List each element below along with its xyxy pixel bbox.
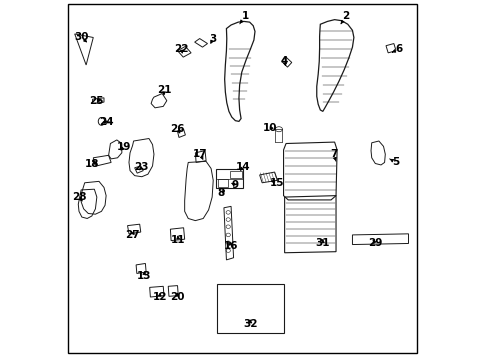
Text: 17: 17 <box>193 149 207 159</box>
Text: 9: 9 <box>230 180 238 190</box>
Text: 2: 2 <box>340 11 349 24</box>
Text: 11: 11 <box>171 235 185 245</box>
Text: 24: 24 <box>99 117 113 127</box>
Text: 19: 19 <box>117 142 131 152</box>
Text: 23: 23 <box>134 162 149 172</box>
Text: 20: 20 <box>170 292 184 302</box>
Text: 26: 26 <box>170 124 184 134</box>
Text: 6: 6 <box>392 44 402 54</box>
Text: 31: 31 <box>315 238 330 248</box>
Text: 16: 16 <box>223 241 238 251</box>
Text: 13: 13 <box>136 271 151 281</box>
Text: 22: 22 <box>174 44 189 54</box>
Text: 32: 32 <box>242 319 257 329</box>
Text: 5: 5 <box>389 157 399 167</box>
Text: 8: 8 <box>217 188 224 198</box>
Text: 21: 21 <box>156 85 171 95</box>
Text: 30: 30 <box>75 32 89 42</box>
Text: 29: 29 <box>367 238 382 248</box>
Text: 27: 27 <box>125 230 139 240</box>
Text: 14: 14 <box>235 162 250 172</box>
Text: 10: 10 <box>262 123 276 133</box>
Text: 15: 15 <box>270 178 284 188</box>
Text: 12: 12 <box>152 292 166 302</box>
Text: 25: 25 <box>89 96 103 106</box>
Text: 3: 3 <box>209 34 216 44</box>
Text: 1: 1 <box>239 11 248 24</box>
Text: 4: 4 <box>280 56 287 66</box>
Text: 18: 18 <box>85 159 100 169</box>
Text: 7: 7 <box>329 149 336 161</box>
Text: 28: 28 <box>72 192 86 202</box>
